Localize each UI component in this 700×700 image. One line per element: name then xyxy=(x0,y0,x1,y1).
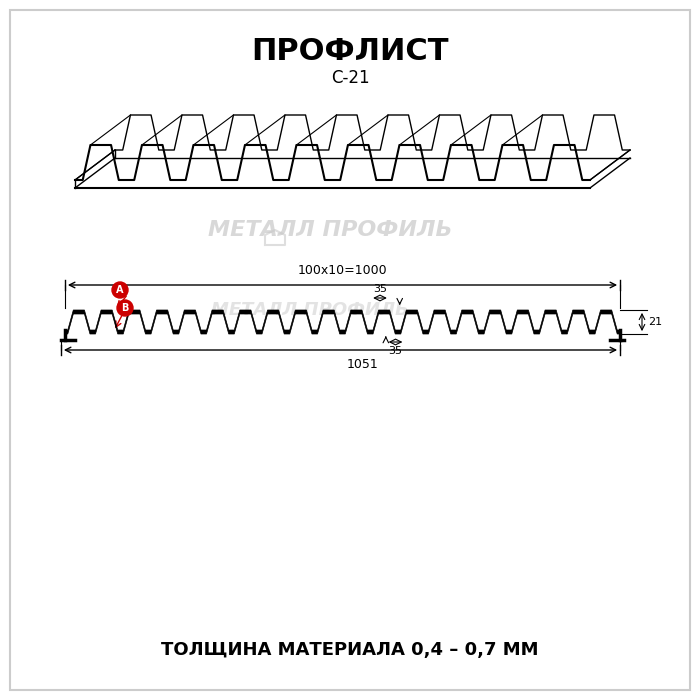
Text: 35: 35 xyxy=(389,346,402,356)
Text: B: B xyxy=(121,303,129,313)
Text: 35: 35 xyxy=(373,284,387,294)
Text: 1051: 1051 xyxy=(346,358,379,371)
Text: МЕТАЛЛ ПРОФИЛЬ: МЕТАЛЛ ПРОФИЛЬ xyxy=(208,220,452,240)
Circle shape xyxy=(112,282,128,298)
Polygon shape xyxy=(65,310,620,334)
Text: ПРОФЛИСТ: ПРОФЛИСТ xyxy=(251,38,449,66)
Text: МЕТАЛЛ ПРОФИЛЬ: МЕТАЛЛ ПРОФИЛЬ xyxy=(211,301,409,319)
Text: С-21: С-21 xyxy=(330,69,370,87)
Text: 100х10=1000: 100х10=1000 xyxy=(298,264,387,277)
Text: 21: 21 xyxy=(648,317,662,327)
Text: ТОЛЩИНА МАТЕРИАЛА 0,4 – 0,7 ММ: ТОЛЩИНА МАТЕРИАЛА 0,4 – 0,7 ММ xyxy=(161,641,539,659)
Text: A: A xyxy=(116,285,124,295)
Circle shape xyxy=(117,300,133,316)
